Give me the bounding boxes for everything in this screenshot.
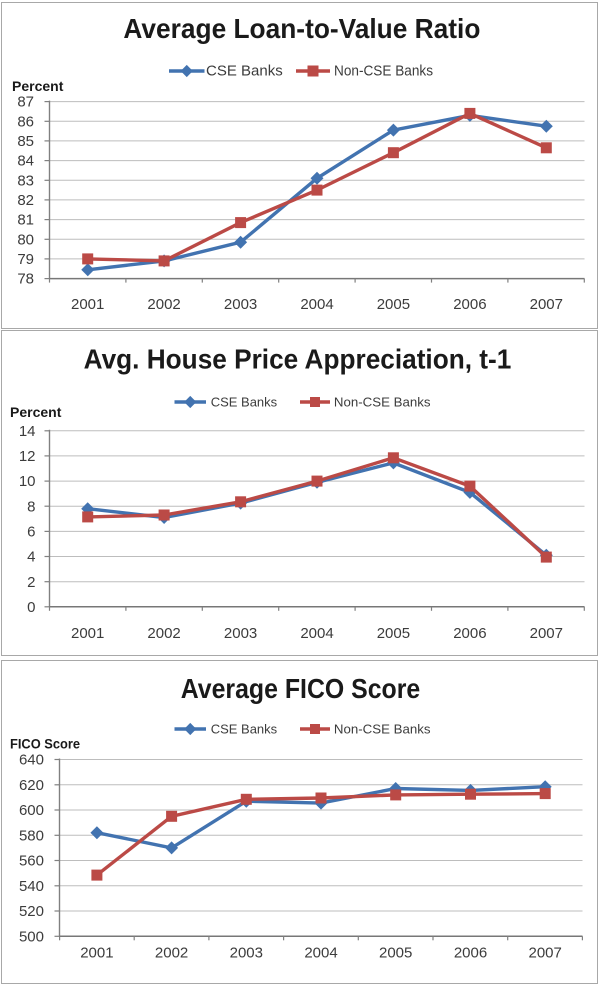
svg-text:540: 540 <box>19 878 44 895</box>
svg-text:80: 80 <box>17 231 34 248</box>
svg-text:2001: 2001 <box>80 945 113 962</box>
svg-text:560: 560 <box>19 853 44 870</box>
svg-text:FICO Score: FICO Score <box>10 736 80 752</box>
svg-text:2: 2 <box>27 574 35 591</box>
svg-text:10: 10 <box>19 473 36 490</box>
svg-text:2004: 2004 <box>304 945 337 962</box>
svg-text:2001: 2001 <box>71 625 104 642</box>
svg-text:CSE Banks: CSE Banks <box>206 63 283 80</box>
svg-text:2002: 2002 <box>155 945 188 962</box>
svg-text:2005: 2005 <box>377 625 410 642</box>
svg-text:500: 500 <box>19 928 44 945</box>
svg-text:87: 87 <box>17 94 34 111</box>
svg-text:2002: 2002 <box>147 625 180 642</box>
svg-text:Percent: Percent <box>12 78 64 94</box>
svg-text:2007: 2007 <box>529 945 562 962</box>
svg-text:Non-CSE Banks: Non-CSE Banks <box>334 722 431 737</box>
svg-text:520: 520 <box>19 903 44 920</box>
svg-text:81: 81 <box>17 212 34 229</box>
svg-text:86: 86 <box>17 113 34 130</box>
svg-text:8: 8 <box>27 498 35 515</box>
svg-text:2002: 2002 <box>147 296 180 313</box>
svg-text:CSE Banks: CSE Banks <box>211 395 278 410</box>
svg-text:2001: 2001 <box>71 296 104 313</box>
svg-text:2004: 2004 <box>300 625 333 642</box>
svg-text:2006: 2006 <box>453 296 486 313</box>
svg-text:79: 79 <box>17 251 34 268</box>
svg-text:2007: 2007 <box>530 296 563 313</box>
svg-text:84: 84 <box>17 153 34 170</box>
svg-text:2003: 2003 <box>224 625 257 642</box>
svg-text:2004: 2004 <box>300 296 333 313</box>
svg-text:Non-CSE Banks: Non-CSE Banks <box>334 395 431 410</box>
svg-text:12: 12 <box>19 448 36 465</box>
svg-text:2006: 2006 <box>453 625 486 642</box>
svg-text:0: 0 <box>27 599 35 616</box>
svg-text:2003: 2003 <box>224 296 257 313</box>
svg-text:78: 78 <box>17 271 34 288</box>
svg-text:Non-CSE Banks: Non-CSE Banks <box>334 63 433 80</box>
svg-text:2005: 2005 <box>379 945 412 962</box>
svg-text:4: 4 <box>27 549 35 566</box>
svg-text:600: 600 <box>19 802 44 819</box>
svg-text:Avg. House Price Appreciation,: Avg. House Price Appreciation, t-1 <box>84 344 512 375</box>
svg-text:82: 82 <box>17 192 34 209</box>
svg-text:620: 620 <box>19 777 44 794</box>
svg-text:2005: 2005 <box>377 296 410 313</box>
svg-text:640: 640 <box>19 752 44 769</box>
svg-text:Percent: Percent <box>10 404 62 420</box>
svg-text:6: 6 <box>27 524 35 541</box>
svg-text:85: 85 <box>17 133 34 150</box>
svg-text:2003: 2003 <box>230 945 263 962</box>
svg-text:580: 580 <box>19 827 44 844</box>
svg-text:CSE Banks: CSE Banks <box>211 722 278 737</box>
svg-text:2007: 2007 <box>530 625 563 642</box>
svg-text:83: 83 <box>17 172 34 189</box>
svg-text:Average FICO Score: Average FICO Score <box>181 673 421 704</box>
svg-text:2006: 2006 <box>454 945 487 962</box>
svg-text:14: 14 <box>19 423 36 440</box>
svg-text:Average Loan-to-Value Ratio: Average Loan-to-Value Ratio <box>123 13 480 44</box>
